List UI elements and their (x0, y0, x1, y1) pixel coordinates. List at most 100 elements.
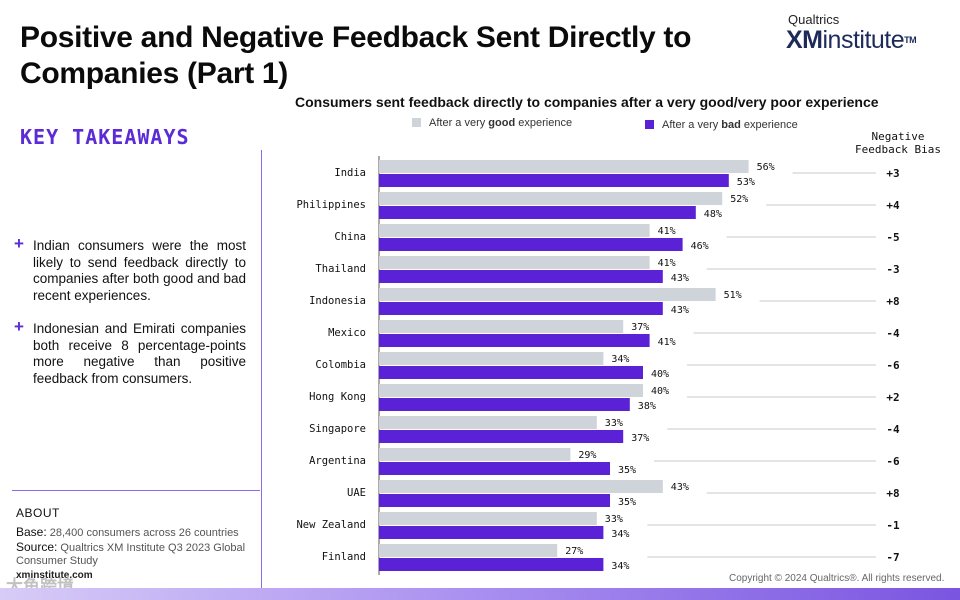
bar-good (379, 512, 597, 525)
plus-icon: + (14, 317, 24, 336)
bar-bad (379, 270, 663, 283)
data-label-good: 43% (671, 482, 689, 493)
bias-column-header: Negative Feedback Bias (846, 130, 950, 156)
bar-bad (379, 366, 643, 379)
panel-divider-horizontal (12, 490, 260, 491)
data-label-good: 29% (578, 450, 596, 461)
legend-bad-pre: After a very (662, 119, 722, 131)
bar-good (379, 384, 643, 397)
data-label-good: 40% (651, 386, 669, 397)
data-label-good: 52% (730, 194, 748, 205)
takeaway-text: Indonesian and Emirati companies both re… (33, 321, 246, 386)
data-label-bad: 35% (618, 497, 636, 508)
bias-value: +3 (886, 167, 899, 180)
data-label-bad: 35% (618, 465, 636, 476)
data-label-bad: 41% (658, 337, 676, 348)
bias-value: -3 (886, 263, 899, 276)
legend-bad-swatch (645, 120, 654, 129)
bar-good (379, 480, 663, 493)
category-label: Thailand (315, 263, 366, 275)
bar-bad (379, 398, 630, 411)
xm-institute-logo: Qualtrics XMinstituteTM (786, 12, 946, 53)
takeaway-text: Indian consumers were the most likely to… (33, 238, 246, 303)
bias-value: +2 (886, 391, 899, 404)
category-label: Philippines (296, 199, 366, 211)
bias-value: -6 (886, 359, 900, 372)
legend-bad-post: experience (740, 119, 798, 131)
category-label: China (334, 231, 366, 243)
bias-value: -1 (886, 519, 900, 532)
category-label: New Zealand (296, 519, 366, 531)
data-label-bad: 34% (611, 561, 629, 572)
panel-divider-vertical (261, 150, 262, 590)
key-takeaways-heading: KEY TAKEAWAYS (20, 125, 190, 149)
category-label: Singapore (309, 423, 366, 435)
bias-value: +8 (886, 487, 899, 500)
legend-good-bold: good (488, 117, 516, 129)
bar-good (379, 192, 723, 205)
bar-bad (379, 526, 604, 539)
bar-good (379, 160, 749, 173)
data-label-bad: 53% (737, 177, 755, 188)
source-text: Qualtrics XM Institute Q3 2023 Global Co… (16, 541, 246, 568)
about-body: Base: 28,400 consumers across 26 countri… (16, 525, 256, 569)
chart-title: Consumers sent feedback directly to comp… (295, 94, 879, 110)
xm-institute-link[interactable]: xminstitute.com (16, 570, 93, 581)
copyright: Copyright © 2024 Qualtrics®. All rights … (729, 573, 945, 584)
category-label: India (334, 167, 366, 179)
data-label-bad: 37% (631, 433, 649, 444)
bar-good (379, 224, 650, 237)
data-label-good: 33% (605, 514, 623, 525)
data-label-bad: 34% (611, 529, 629, 540)
bar-bad (379, 334, 650, 347)
plus-icon: + (14, 234, 24, 253)
bar-good (379, 416, 597, 429)
data-label-good: 34% (611, 354, 629, 365)
bar-bad (379, 430, 624, 443)
logo-wordmark: XMinstituteTM (786, 27, 946, 53)
bias-header-line: Feedback Bias (854, 143, 942, 156)
bar-bad (379, 174, 729, 187)
data-label-bad: 48% (704, 209, 722, 220)
logo-xm: XM (786, 26, 823, 54)
bar-good (379, 544, 558, 557)
legend-bad: After a very bad experience (645, 119, 798, 131)
bar-bad (379, 462, 610, 475)
data-label-bad: 43% (671, 305, 689, 316)
about-heading: ABOUT (16, 506, 60, 520)
legend-good-post: experience (515, 117, 573, 129)
data-label-good: 51% (724, 290, 742, 301)
takeaway-item: + Indian consumers were the most likely … (14, 234, 246, 304)
base-label: Base: (16, 525, 47, 539)
data-label-good: 56% (757, 162, 775, 173)
category-label: UAE (347, 487, 366, 499)
bar-good (379, 256, 650, 269)
bar-bad (379, 494, 610, 507)
legend-good-pre: After a very (429, 117, 489, 129)
data-label-good: 41% (658, 258, 676, 269)
bias-value: +8 (886, 295, 899, 308)
bias-value: -7 (886, 551, 899, 564)
category-label: Hong Kong (309, 391, 366, 403)
bias-value: -6 (886, 455, 900, 468)
takeaway-item: + Indonesian and Emirati companies both … (14, 317, 246, 387)
page-title: Positive and Negative Feedback Sent Dire… (20, 21, 692, 90)
bar-good (379, 448, 571, 461)
logo-qualtrics: Qualtrics (788, 12, 840, 27)
category-label: Indonesia (309, 295, 366, 307)
data-label-good: 41% (658, 226, 676, 237)
bias-value: -4 (886, 327, 900, 340)
bar-bad (379, 558, 604, 571)
bar-bad (379, 302, 663, 315)
legend-bad-bold: bad (721, 119, 741, 131)
category-label: Argentina (309, 455, 366, 467)
bar-bad (379, 238, 683, 251)
bar-good (379, 352, 604, 365)
data-label-good: 37% (631, 322, 649, 333)
data-label-bad: 46% (691, 241, 709, 252)
bar-good (379, 320, 624, 333)
bias-value: +4 (886, 199, 900, 212)
data-label-good: 33% (605, 418, 623, 429)
bottom-gradient-bar (0, 588, 960, 600)
